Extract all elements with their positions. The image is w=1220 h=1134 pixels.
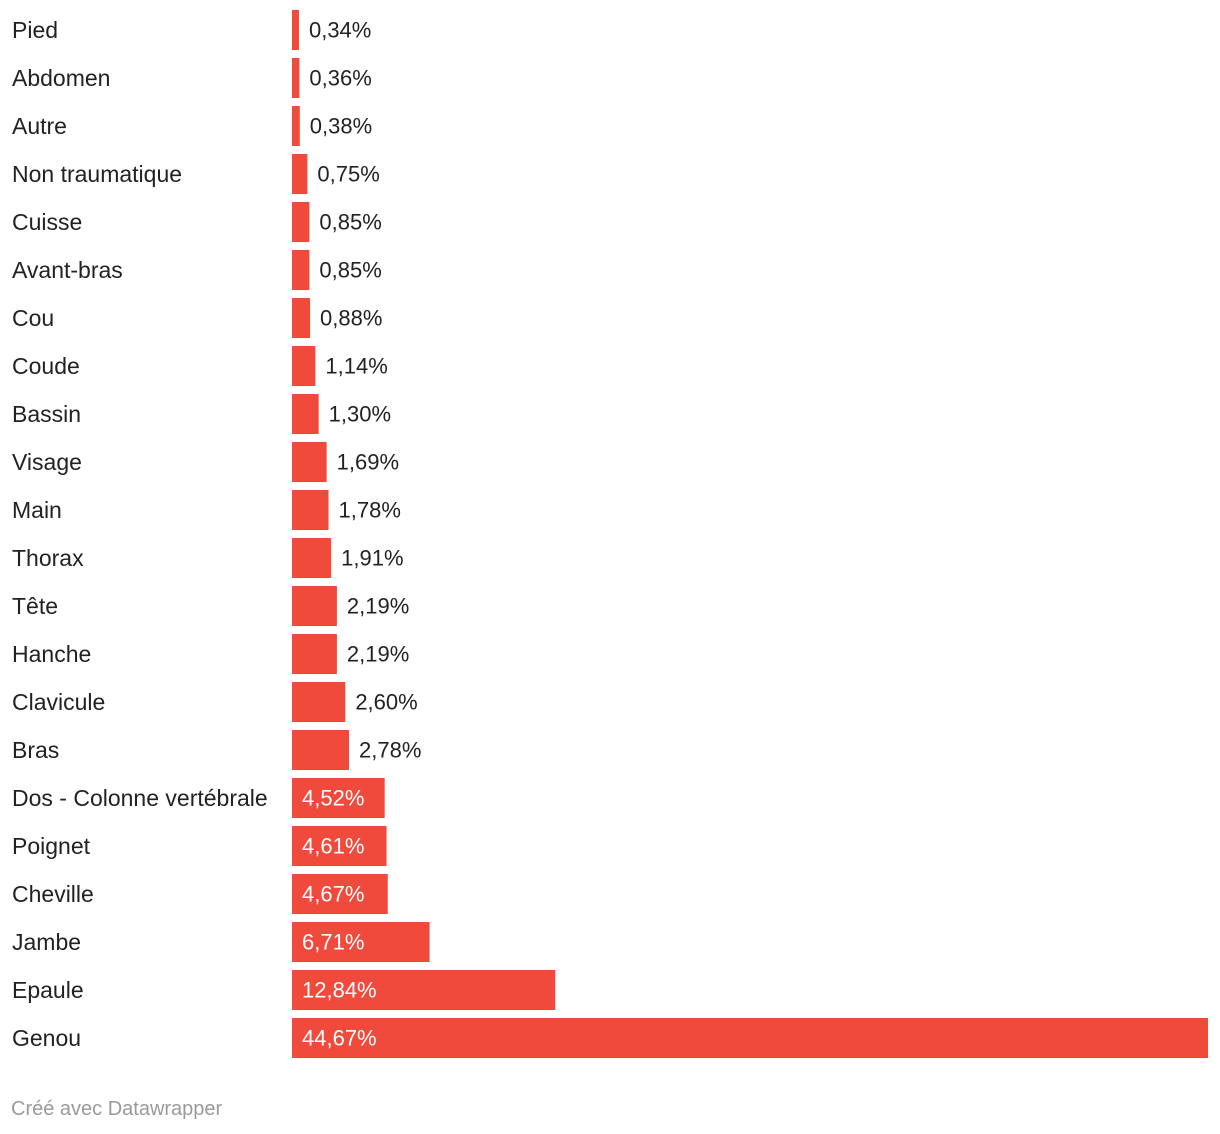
value-label: 4,67% bbox=[302, 882, 364, 907]
bar bbox=[292, 394, 319, 434]
value-label: 0,85% bbox=[319, 210, 381, 235]
value-label: 2,78% bbox=[359, 738, 421, 763]
value-label: 0,75% bbox=[317, 162, 379, 187]
category-label: Pied bbox=[12, 17, 58, 43]
category-label: Hanche bbox=[12, 641, 91, 667]
category-label: Visage bbox=[12, 449, 82, 475]
value-label: 2,19% bbox=[347, 594, 409, 619]
category-label: Poignet bbox=[12, 833, 91, 859]
bar bbox=[292, 874, 388, 914]
value-label: 2,60% bbox=[355, 690, 417, 715]
category-label: Cou bbox=[12, 305, 54, 331]
bar bbox=[292, 10, 299, 50]
bar bbox=[292, 346, 316, 386]
bar bbox=[292, 970, 556, 1010]
bar bbox=[292, 586, 337, 626]
value-label: 0,88% bbox=[320, 306, 382, 331]
value-label: 4,61% bbox=[302, 834, 364, 859]
category-label: Avant-bras bbox=[12, 257, 123, 283]
bar bbox=[292, 58, 300, 98]
value-label: 1,78% bbox=[339, 498, 401, 523]
bar bbox=[292, 730, 350, 770]
bar bbox=[292, 298, 311, 338]
category-label: Tête bbox=[12, 593, 58, 619]
bar bbox=[292, 250, 310, 290]
value-label: 6,71% bbox=[302, 930, 364, 955]
category-label: Non traumatique bbox=[12, 161, 182, 187]
bar bbox=[292, 1018, 1208, 1058]
value-label: 1,69% bbox=[337, 450, 399, 475]
category-label: Cuisse bbox=[12, 209, 82, 235]
category-labels: Pied Abdomen Autre Non traumatique Cuisse Ava… bbox=[12, 17, 268, 1051]
value-label: 0,34% bbox=[309, 18, 371, 43]
bar bbox=[292, 106, 300, 146]
bar bbox=[292, 202, 310, 242]
category-label: Thorax bbox=[12, 545, 84, 571]
value-label: 4,52% bbox=[302, 786, 364, 811]
category-label: Coude bbox=[12, 353, 80, 379]
credit-text: Créé avec Datawrapper bbox=[11, 1098, 223, 1120]
bar bbox=[292, 826, 387, 866]
category-label: Bassin bbox=[12, 401, 81, 427]
bar-chart: Pied Abdomen Autre Non traumatique Cuisse Ava… bbox=[12, 10, 1208, 1058]
value-labels: 0,34% 0,36% 0,38% 0,75% 0,85% 0,85% 0,88% 1,14%… bbox=[302, 18, 421, 1051]
value-label: 1,91% bbox=[341, 546, 403, 571]
bar bbox=[292, 490, 329, 530]
category-label: Genou bbox=[12, 1025, 81, 1051]
category-label: Main bbox=[12, 497, 62, 523]
value-label: 0,36% bbox=[309, 66, 371, 91]
value-label: 0,38% bbox=[310, 114, 372, 139]
bar bbox=[292, 538, 332, 578]
category-label: Bras bbox=[12, 737, 59, 763]
category-label: Abdomen bbox=[12, 65, 110, 91]
value-label: 12,84% bbox=[302, 978, 377, 1003]
value-label: 1,30% bbox=[329, 402, 391, 427]
value-label: 1,14% bbox=[325, 354, 387, 379]
category-label: Jambe bbox=[12, 929, 81, 955]
category-label: Epaule bbox=[12, 977, 84, 1003]
bar bbox=[292, 682, 346, 722]
category-label: Cheville bbox=[12, 881, 94, 907]
category-label: Clavicule bbox=[12, 689, 105, 715]
category-label: Autre bbox=[12, 113, 67, 139]
bar bbox=[292, 634, 337, 674]
value-label: 2,19% bbox=[347, 642, 409, 667]
category-label: Dos - Colonne vertébrale bbox=[12, 785, 268, 811]
value-label: 44,67% bbox=[302, 1026, 377, 1051]
bars bbox=[292, 10, 1208, 1058]
bar bbox=[292, 154, 308, 194]
bar bbox=[292, 442, 327, 482]
bar bbox=[292, 922, 430, 962]
value-label: 0,85% bbox=[319, 258, 381, 283]
bar bbox=[292, 778, 385, 818]
